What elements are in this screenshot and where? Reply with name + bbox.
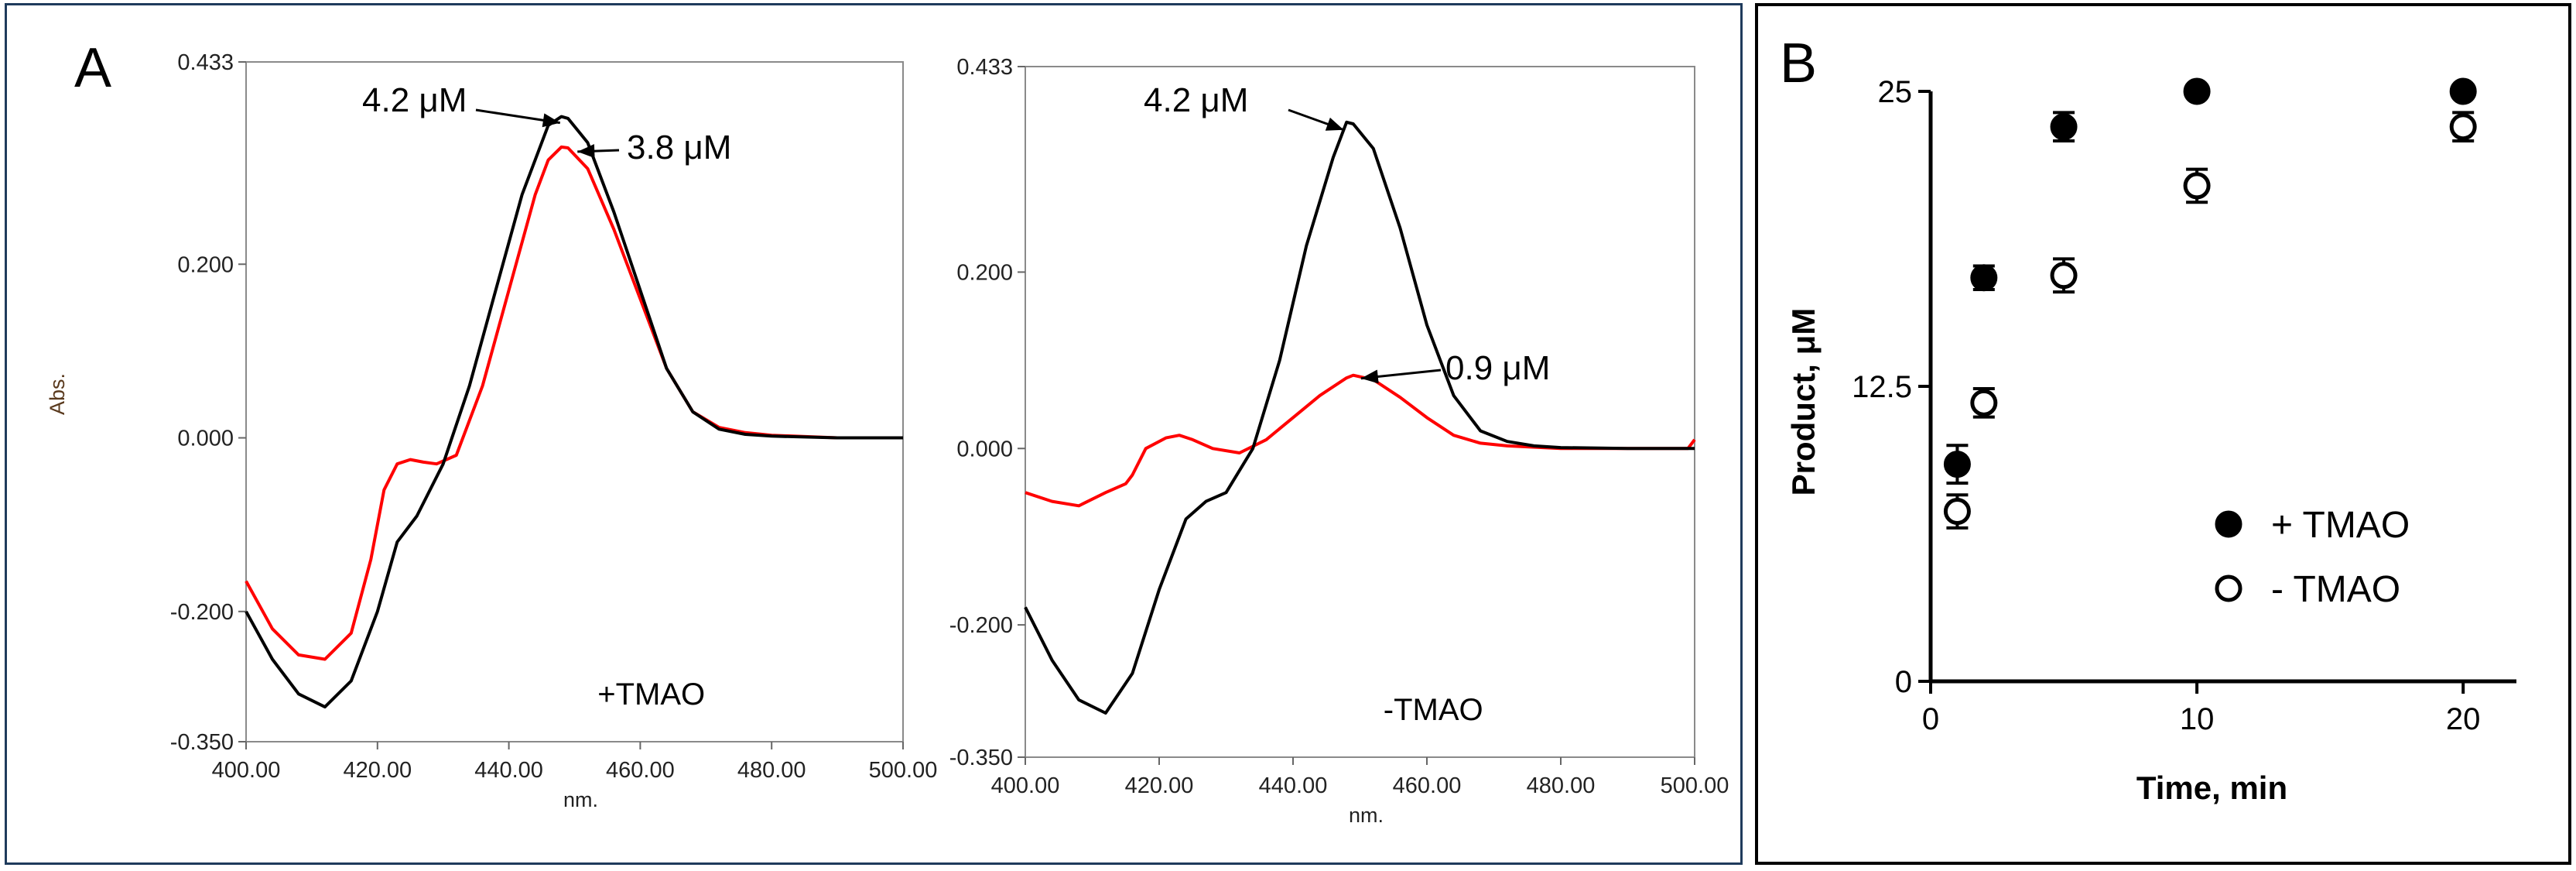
panel-label-b: B bbox=[1780, 33, 1817, 94]
data-point-plus-tmao bbox=[2449, 77, 2477, 105]
x-tick-label: 400.00 bbox=[991, 773, 1060, 798]
y-axis-label: Product, μM bbox=[1785, 308, 1822, 496]
legend-label: + TMAO bbox=[2271, 505, 2410, 546]
annotation-arrow-head bbox=[542, 113, 560, 128]
x-tick-label: 400.00 bbox=[212, 758, 281, 783]
panel-a-frame bbox=[5, 3, 1743, 865]
y-tick-label: 0.000 bbox=[956, 437, 1013, 461]
spectrum-line-black bbox=[245, 115, 903, 709]
legend-label: - TMAO bbox=[2271, 569, 2400, 610]
y-tick-label: -0.200 bbox=[949, 613, 1013, 638]
data-point-minus-tmao bbox=[1970, 389, 1998, 417]
spectrum-line-red bbox=[245, 145, 903, 661]
x-axis-label: Time, min bbox=[2136, 770, 2287, 806]
legend-marker bbox=[2215, 574, 2242, 602]
x-axis-label: nm. bbox=[563, 788, 598, 811]
data-point-plus-tmao bbox=[1970, 264, 1998, 292]
x-tick-label: 20 bbox=[2446, 702, 2481, 736]
x-tick-label: 500.00 bbox=[1661, 773, 1729, 798]
y-tick-label: 25 bbox=[1878, 75, 1913, 109]
annotation-arrow-head bbox=[1360, 369, 1379, 384]
y-tick-label: 0.433 bbox=[177, 50, 234, 75]
data-point-minus-tmao bbox=[2449, 113, 2477, 141]
plot-frame bbox=[245, 61, 904, 742]
legend-marker bbox=[2215, 510, 2242, 538]
y-tick-label: 0.200 bbox=[177, 252, 234, 277]
y-tick-label: 0 bbox=[1895, 665, 1912, 699]
x-tick-label: 420.00 bbox=[343, 758, 412, 783]
spectrum-chart-minus-tmao: 400.00 420.00 440.00 460.00 480.00 500.00 0.43… bbox=[949, 55, 1729, 827]
y-tick-label: -0.350 bbox=[170, 730, 234, 755]
plot-frame bbox=[1025, 66, 1695, 758]
annotation-label: 0.9 μM bbox=[1445, 349, 1550, 387]
spectrum-chart-plus-tmao: 400.00 420.00 440.00 460.00 480.00 500.00 0.43… bbox=[46, 50, 937, 811]
x-tick-label: 0 bbox=[1922, 702, 1939, 736]
y-tick-label: -0.200 bbox=[170, 600, 234, 625]
y-tick-label: 0.433 bbox=[956, 55, 1013, 80]
annotation-label: 4.2 μM bbox=[362, 81, 467, 119]
y-tick-label: -0.350 bbox=[949, 746, 1013, 770]
data-point-minus-tmao bbox=[2183, 172, 2211, 200]
annotation-label: 3.8 μM bbox=[627, 129, 731, 166]
annotation-label: 4.2 μM bbox=[1144, 81, 1248, 119]
spectrum-line-red bbox=[1025, 373, 1696, 508]
x-axis-label: nm. bbox=[1349, 804, 1384, 827]
y-tick-label: 0.200 bbox=[956, 260, 1013, 285]
data-point-plus-tmao bbox=[2050, 113, 2078, 141]
x-tick-label: 440.00 bbox=[474, 758, 543, 783]
data-point-minus-tmao bbox=[2050, 262, 2078, 290]
condition-label: -TMAO bbox=[1384, 693, 1483, 727]
panel-label-a: A bbox=[74, 37, 111, 99]
annotation-arrow-head bbox=[577, 144, 595, 159]
data-point-plus-tmao bbox=[2183, 77, 2211, 105]
x-tick-label: 500.00 bbox=[869, 758, 938, 783]
product-time-chart: 0 10 20 0 12.5 25 Time, min Product, μM + TMAO - … bbox=[1785, 75, 2516, 806]
x-tick-label: 460.00 bbox=[1393, 773, 1462, 798]
y-tick-label: 0.000 bbox=[177, 427, 234, 451]
x-tick-label: 420.00 bbox=[1125, 773, 1194, 798]
data-point-minus-tmao bbox=[1943, 498, 1971, 526]
x-tick-label: 480.00 bbox=[1527, 773, 1596, 798]
panel-b-frame bbox=[1755, 3, 2571, 865]
x-tick-label: 480.00 bbox=[737, 758, 806, 783]
y-tick-label: 12.5 bbox=[1852, 370, 1912, 404]
data-point-plus-tmao bbox=[1943, 451, 1971, 478]
spectrum-line-black bbox=[1024, 120, 1695, 715]
x-tick-label: 10 bbox=[2180, 702, 2215, 736]
x-tick-label: 460.00 bbox=[606, 758, 675, 783]
y-axis-label: Abs. bbox=[46, 373, 69, 415]
condition-label: +TMAO bbox=[597, 677, 705, 712]
x-tick-label: 440.00 bbox=[1259, 773, 1328, 798]
annotation-arrow-head bbox=[1325, 117, 1344, 131]
